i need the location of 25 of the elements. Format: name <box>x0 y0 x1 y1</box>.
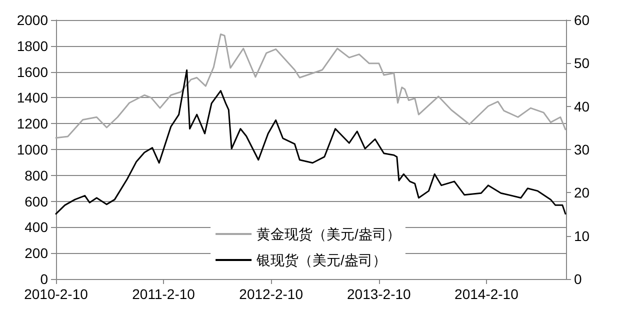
y-tick-label: 200 <box>24 245 48 262</box>
y2-tick-label: 40 <box>574 98 590 114</box>
y-tick-label: 1400 <box>16 90 48 106</box>
y-tick-label: 600 <box>24 193 48 210</box>
y-tick-label: 1600 <box>16 64 48 80</box>
legend-label: 银现货（美元/盎司） <box>256 252 386 268</box>
y2-tick-label: 10 <box>574 228 590 244</box>
x-tick-label: 2010-2-10 <box>24 286 88 302</box>
legend-label: 黄金现货（美元/盎司） <box>256 226 400 242</box>
y2-tick-label: 60 <box>574 12 590 28</box>
y-tick-label: 2000 <box>16 12 48 28</box>
x-tick-label: 2011-2-10 <box>132 286 196 302</box>
x-tick-label: 2013-2-10 <box>347 286 412 302</box>
y2-tick-label: 0 <box>574 271 582 287</box>
y-tick-label: 400 <box>24 219 48 236</box>
y2-tick-label: 30 <box>574 142 590 158</box>
x-tick-label: 2012-2-10 <box>239 286 304 302</box>
y-tick-label: 1200 <box>16 116 48 132</box>
y2-tick-label: 20 <box>574 184 590 201</box>
y-tick-label: 1800 <box>16 38 48 54</box>
y-tick-label: 800 <box>24 167 48 184</box>
y-tick-label: 1000 <box>16 142 48 158</box>
x-tick-label: 2014-2-10 <box>454 286 519 302</box>
y-tick-label: 0 <box>40 271 48 287</box>
y2-tick-label: 50 <box>574 55 590 72</box>
